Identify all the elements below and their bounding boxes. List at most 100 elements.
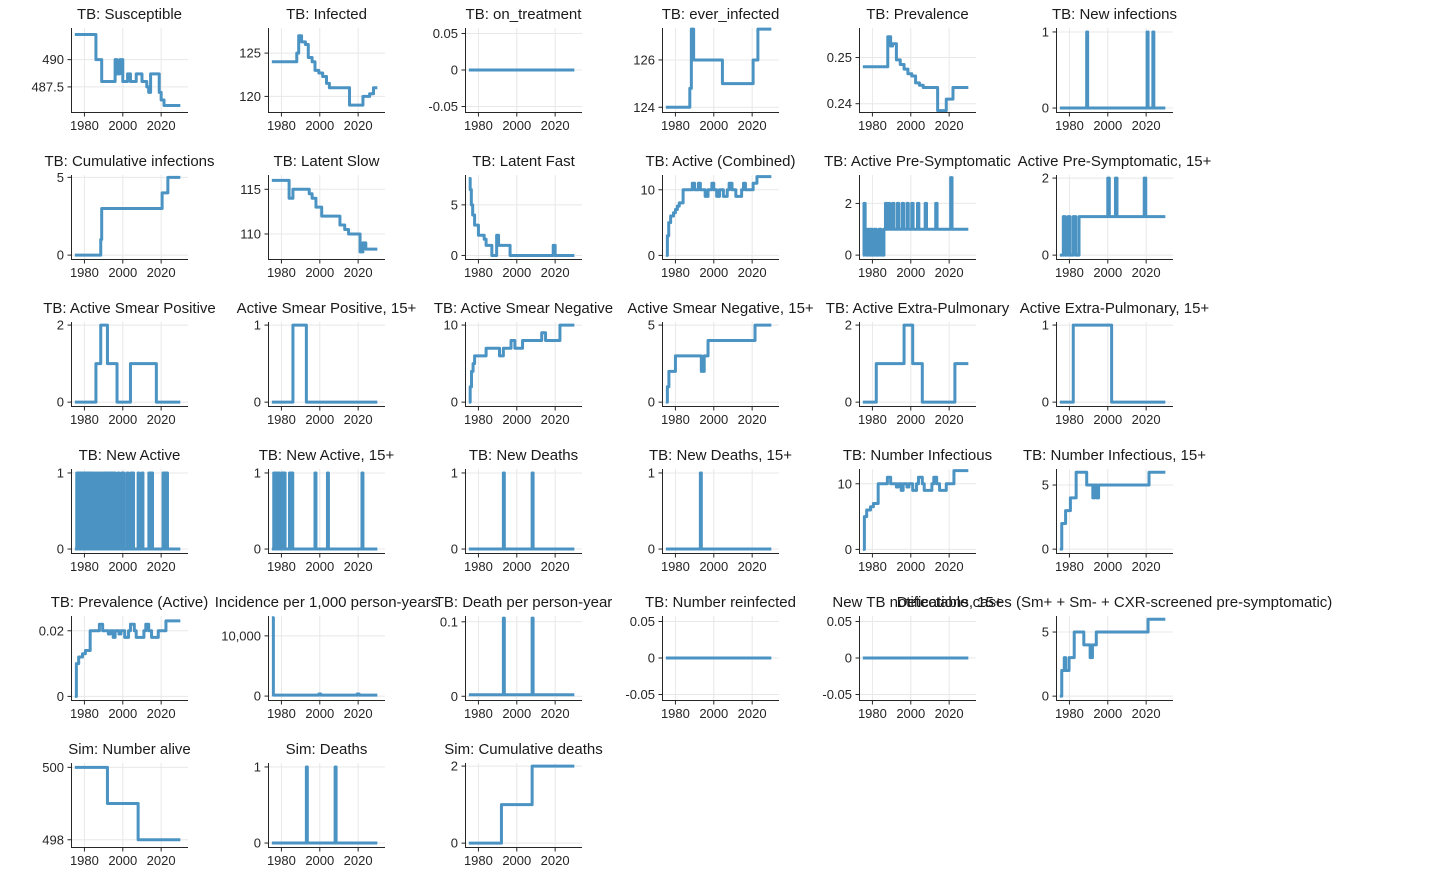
y-tick-labels: 0.10 <box>440 614 458 703</box>
svg-text:2000: 2000 <box>699 412 728 427</box>
data-line <box>271 471 378 551</box>
svg-text:0: 0 <box>254 689 261 704</box>
x-tick-labels: 1980 2000 2020 <box>1055 559 1161 574</box>
y-tick-labels: 500 498 <box>42 760 64 847</box>
y-tick-labels: 0.25 0.24 <box>827 50 852 111</box>
svg-text:2020: 2020 <box>935 412 964 427</box>
svg-text:1980: 1980 <box>1055 265 1084 280</box>
svg-text:490: 490 <box>42 52 64 67</box>
data-line <box>1059 176 1166 257</box>
y-tick-labels: 125 120 <box>239 46 261 104</box>
y-tick-labels: 10 <box>451 465 458 556</box>
svg-text:5: 5 <box>1042 625 1049 640</box>
svg-text:1: 1 <box>254 465 261 480</box>
svg-text:1: 1 <box>451 465 458 480</box>
x-tick-labels: 1980 2000 2020 <box>267 706 373 721</box>
y-tick-labels: 10 <box>254 759 261 850</box>
svg-text:1980: 1980 <box>858 706 887 721</box>
data-line <box>74 175 181 257</box>
axes-spines <box>264 28 385 117</box>
chart-title: TB: on_treatment <box>466 6 583 23</box>
svg-text:1: 1 <box>254 759 261 774</box>
y-tick-labels: 10,000 0 <box>221 628 261 703</box>
chart-title: Active Pre-Symptomatic, 15+ <box>1018 153 1212 170</box>
data-line <box>1059 323 1166 404</box>
svg-text:10,000: 10,000 <box>221 628 261 643</box>
svg-text:0: 0 <box>845 542 852 557</box>
subplot-sim-number-alive: 500 498 1980 2000 2020 Sim: Number alive <box>42 741 190 868</box>
x-tick-labels: 1980 2000 2020 <box>464 118 570 133</box>
svg-text:2000: 2000 <box>1093 118 1122 133</box>
svg-text:2020: 2020 <box>147 559 176 574</box>
svg-text:0: 0 <box>57 248 64 263</box>
x-tick-labels: 1980 2000 2020 <box>858 706 964 721</box>
data-line <box>468 616 575 697</box>
y-tick-labels: 0.05 0 -0.05 <box>822 614 852 702</box>
svg-text:2000: 2000 <box>108 118 137 133</box>
axes-spines <box>264 763 385 852</box>
y-tick-labels: 10 <box>648 465 655 556</box>
axes-spines <box>67 469 188 558</box>
svg-text:1980: 1980 <box>661 118 690 133</box>
data-line <box>271 765 378 845</box>
chart-title: TB: Infected <box>286 6 367 23</box>
axes-spines <box>1052 175 1173 264</box>
svg-text:2000: 2000 <box>1093 265 1122 280</box>
chart-title: Incidence per 1,000 person-years <box>215 594 438 611</box>
svg-text:1980: 1980 <box>70 118 99 133</box>
subplot-tb-infected: 125 120 1980 2000 2020 TB: Infected <box>239 6 385 133</box>
axes-spines <box>855 469 976 558</box>
svg-text:0: 0 <box>57 689 64 704</box>
svg-text:1: 1 <box>254 318 261 333</box>
chart-title: TB: Active Smear Negative <box>434 300 613 317</box>
svg-text:2000: 2000 <box>896 265 925 280</box>
svg-text:0: 0 <box>254 542 261 557</box>
data-line <box>74 619 181 698</box>
svg-text:2020: 2020 <box>1132 265 1161 280</box>
subplot-tb-on-treatment: 0.05 0 -0.05 1980 2000 2020 TB: on_treatment <box>428 6 583 133</box>
chart-title: TB: Latent Slow <box>274 153 380 170</box>
svg-text:1: 1 <box>1042 318 1049 333</box>
svg-text:124: 124 <box>633 100 655 115</box>
chart-title: TB: Number Infectious, 15+ <box>1023 447 1206 464</box>
chart-row-4: 1 0 1980 2000 2020 TB: New Active 1 0 1980 2000 20… <box>8 443 1430 590</box>
svg-text:0: 0 <box>451 542 458 557</box>
axes-spines <box>461 763 582 852</box>
svg-text:1980: 1980 <box>661 706 690 721</box>
svg-text:0.1: 0.1 <box>440 614 458 629</box>
chart-title: TB: New infections <box>1052 6 1177 23</box>
y-tick-labels: 10 0 <box>838 476 852 557</box>
x-tick-labels: 1980 2000 2020 <box>70 412 176 427</box>
gridlines <box>662 322 779 406</box>
svg-text:0: 0 <box>845 395 852 410</box>
svg-text:2000: 2000 <box>699 118 728 133</box>
data-line <box>1059 470 1166 551</box>
svg-text:487.5: 487.5 <box>31 79 64 94</box>
chart-row-5: 0.02 0 1980 2000 2020 TB: Prevalence (Active)… <box>8 590 1430 737</box>
svg-text:0: 0 <box>648 651 655 666</box>
gridlines <box>71 28 188 112</box>
svg-text:2020: 2020 <box>1132 118 1161 133</box>
svg-text:2020: 2020 <box>738 559 767 574</box>
chart-title: Active Smear Positive, 15+ <box>237 300 417 317</box>
svg-text:2000: 2000 <box>896 412 925 427</box>
svg-text:2020: 2020 <box>1132 706 1161 721</box>
data-line <box>1059 30 1166 110</box>
x-tick-labels: 1980 2000 2020 <box>661 265 767 280</box>
svg-text:120: 120 <box>239 89 261 104</box>
svg-text:2000: 2000 <box>108 559 137 574</box>
svg-text:2000: 2000 <box>1093 706 1122 721</box>
svg-text:1980: 1980 <box>267 559 296 574</box>
svg-text:126: 126 <box>633 52 655 67</box>
svg-text:2000: 2000 <box>108 412 137 427</box>
subplot-tb-latent-slow: 115 110 1980 2000 2020 TB: Latent Slow <box>240 153 385 280</box>
svg-text:1980: 1980 <box>858 559 887 574</box>
svg-text:1980: 1980 <box>464 706 493 721</box>
svg-text:2020: 2020 <box>935 706 964 721</box>
gridlines <box>268 616 385 700</box>
